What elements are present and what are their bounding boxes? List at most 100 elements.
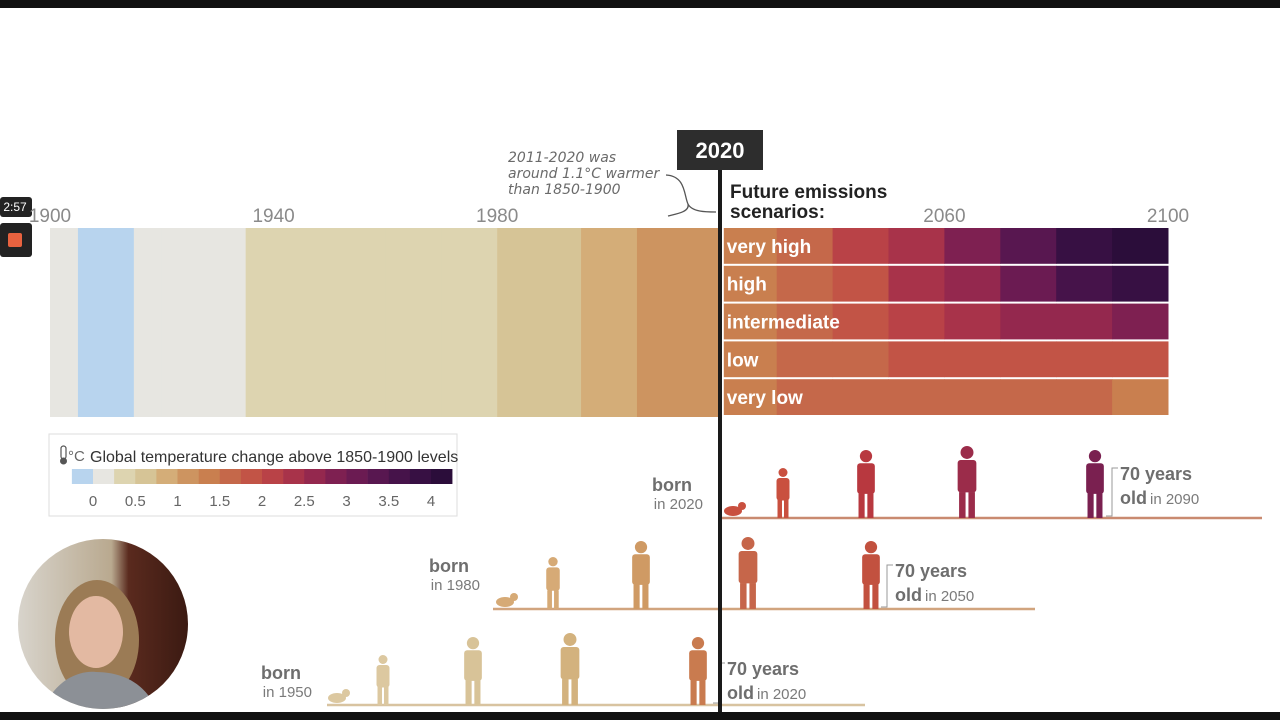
legend-cell bbox=[283, 469, 305, 484]
x-tick-label: 1940 bbox=[252, 206, 294, 227]
person-head bbox=[466, 637, 480, 650]
legend-title: Global temperature change above 1850-190… bbox=[90, 449, 458, 466]
video-overlay: 2:57 bbox=[0, 197, 1280, 720]
person-body bbox=[957, 459, 977, 493]
person-leg bbox=[740, 583, 747, 609]
scenario-stripe bbox=[944, 228, 1001, 264]
person-body bbox=[776, 478, 790, 501]
person-leg bbox=[642, 584, 649, 609]
scenario-stripe bbox=[776, 341, 834, 378]
stripe bbox=[161, 228, 191, 417]
annotation-bracket bbox=[665, 174, 717, 217]
scenario-stripe bbox=[723, 303, 778, 340]
legend-cell bbox=[346, 469, 368, 484]
stripe bbox=[609, 228, 638, 417]
old-label: old bbox=[1120, 488, 1147, 508]
person-body bbox=[689, 650, 707, 681]
scenario-stripe bbox=[1000, 341, 1057, 378]
legend-cell bbox=[431, 469, 453, 484]
legend-tick-label: 3 bbox=[342, 493, 350, 510]
scenario-label: low bbox=[727, 350, 759, 371]
marker-box bbox=[677, 130, 763, 170]
legend-cell bbox=[367, 469, 390, 484]
person-body bbox=[862, 554, 880, 585]
person-leg bbox=[777, 500, 782, 518]
person-head bbox=[691, 637, 705, 650]
baby-icon bbox=[328, 689, 350, 703]
legend-cell bbox=[114, 469, 136, 484]
person-leg bbox=[699, 680, 706, 705]
age-year: in 2020 bbox=[757, 686, 806, 703]
person-icon bbox=[1086, 450, 1104, 518]
scenario-label: high bbox=[727, 275, 767, 296]
stripe bbox=[497, 228, 526, 417]
stripe bbox=[105, 228, 135, 417]
stripe bbox=[385, 228, 414, 417]
scenario-stripe bbox=[888, 228, 945, 264]
person-head bbox=[960, 446, 974, 459]
scenario-stripe bbox=[1056, 265, 1113, 302]
scenario-stripe bbox=[888, 341, 945, 378]
stripe bbox=[273, 228, 303, 417]
old-label: old bbox=[727, 683, 754, 703]
scenario-stripe bbox=[944, 341, 1001, 378]
legend-tick-label: 3.5 bbox=[378, 493, 399, 510]
scenario-stripe bbox=[1112, 341, 1169, 378]
webcam-face bbox=[69, 596, 123, 668]
legend-scale: 0 0.5 1 1.5 2 2.5 3 3.5 4 bbox=[71, 469, 453, 510]
scenario-stripe bbox=[888, 379, 945, 415]
legend-cell bbox=[409, 469, 432, 484]
person-head bbox=[859, 450, 873, 463]
person-body bbox=[376, 665, 390, 688]
annotation: than 1850-1900 bbox=[508, 182, 621, 198]
baby-body bbox=[328, 693, 346, 703]
stripe bbox=[217, 228, 247, 417]
stripe bbox=[441, 228, 470, 417]
person-leg bbox=[749, 583, 756, 609]
legend-tick-label: 1.5 bbox=[209, 493, 230, 510]
thermometer-icon bbox=[60, 445, 67, 465]
born-label: born bbox=[429, 556, 469, 576]
stripe bbox=[77, 228, 107, 417]
bottom-bar bbox=[0, 712, 1280, 720]
scenario-title: scenarios: bbox=[730, 202, 825, 223]
scenario-stripe bbox=[776, 379, 834, 415]
person-leg bbox=[858, 493, 865, 518]
age-label: 70 years bbox=[895, 561, 967, 581]
stripe bbox=[692, 228, 722, 417]
scenario-stripe bbox=[1000, 265, 1057, 302]
scenario-stripe bbox=[1056, 341, 1113, 378]
legend-cell bbox=[93, 469, 115, 484]
scenario-stripe bbox=[832, 379, 889, 415]
age-year: in 2090 bbox=[1150, 491, 1199, 508]
person-head bbox=[563, 633, 577, 646]
person-icon bbox=[776, 468, 790, 518]
scenario-stripe bbox=[1056, 228, 1113, 264]
legend-unit: °C bbox=[68, 448, 85, 465]
legend-cell bbox=[156, 469, 178, 484]
person-head bbox=[1088, 450, 1102, 463]
legend-cell bbox=[71, 469, 94, 484]
x-tick-label: 1980 bbox=[476, 206, 518, 227]
person-head bbox=[634, 541, 648, 554]
person-icon bbox=[857, 450, 875, 518]
legend-cell bbox=[262, 469, 284, 484]
person-leg bbox=[1087, 493, 1094, 518]
legend-cell bbox=[198, 469, 221, 484]
age-year: in 2050 bbox=[925, 588, 974, 605]
person-body bbox=[1086, 463, 1104, 494]
timer-box bbox=[0, 197, 32, 217]
stripe bbox=[413, 228, 442, 417]
person-leg bbox=[784, 500, 789, 518]
person-body bbox=[546, 567, 560, 591]
legend-tick-label: 0 bbox=[89, 493, 97, 510]
scenario-stripe bbox=[832, 228, 889, 264]
person-icon bbox=[689, 637, 707, 705]
legend-cell bbox=[388, 469, 411, 484]
person-icon bbox=[738, 537, 758, 609]
webcam bbox=[18, 539, 188, 709]
person-leg bbox=[633, 584, 640, 609]
scenario-stripe bbox=[944, 265, 1001, 302]
legend-cell bbox=[240, 469, 263, 484]
